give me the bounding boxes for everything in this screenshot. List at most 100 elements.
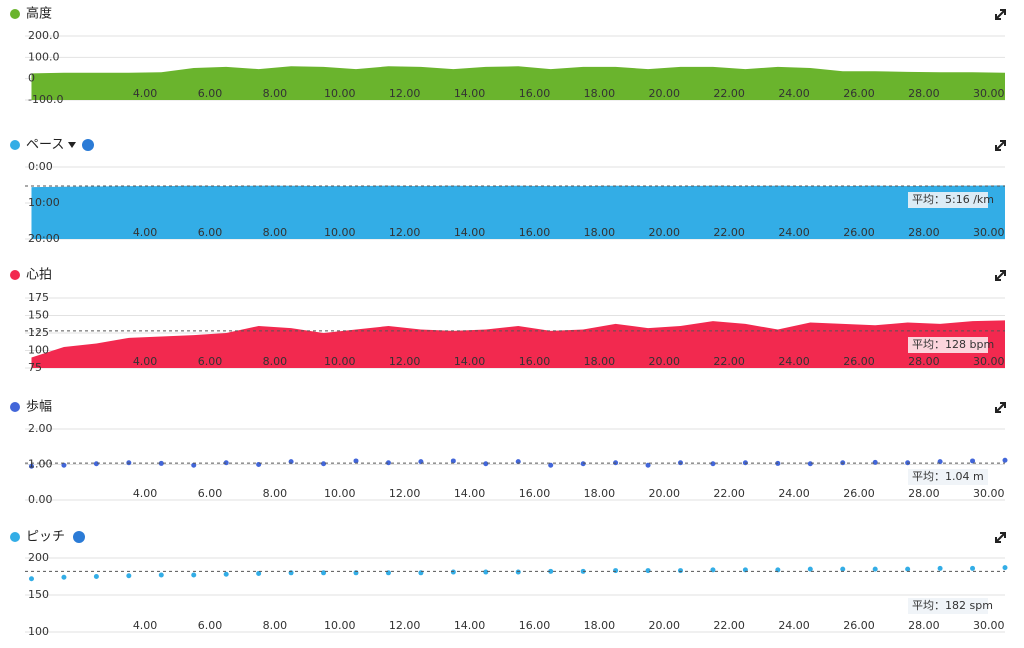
x-tick-label: 20.00: [649, 619, 681, 632]
average-label-bg: [908, 192, 988, 208]
y-tick-label: 150: [28, 309, 49, 322]
x-tick-label: 18.00: [584, 487, 616, 500]
x-tick-label: 6.00: [198, 619, 223, 632]
y-tick-label: 175: [28, 291, 49, 304]
x-tick-label: 14.00: [454, 487, 486, 500]
x-tick-label: 14.00: [454, 226, 486, 239]
x-tick-label: 16.00: [519, 87, 551, 100]
x-tick-label: 6.00: [198, 355, 223, 368]
point: [807, 566, 813, 572]
x-tick-label: 24.00: [778, 619, 810, 632]
x-tick-label: 10.00: [324, 355, 356, 368]
x-tick-label: 20.00: [649, 226, 681, 239]
x-tick-label: 22.00: [713, 355, 745, 368]
average-label-bg: [908, 598, 988, 614]
point: [93, 461, 99, 467]
point: [28, 463, 34, 469]
x-tick-label: 10.00: [324, 487, 356, 500]
x-tick-label: 12.00: [389, 226, 421, 239]
chart-title: ピッチ: [26, 530, 65, 545]
point: [158, 460, 164, 466]
x-tick-label: 6.00: [198, 87, 223, 100]
point: [970, 458, 976, 464]
point: [191, 462, 197, 468]
x-tick-label: 30.00: [973, 226, 1005, 239]
x-tick-label: 10.00: [324, 87, 356, 100]
average-label: 平均：128 bpm: [912, 338, 994, 351]
point: [645, 462, 651, 468]
x-tick-label: 30.00: [973, 87, 1005, 100]
average-label: 平均：5:16 /km: [912, 193, 994, 206]
x-tick-label: 6.00: [198, 226, 223, 239]
point: [28, 576, 34, 582]
help-icon[interactable]: [73, 531, 85, 543]
y-tick-label: 0: [28, 72, 35, 85]
x-tick-label: 12.00: [389, 87, 421, 100]
y-tick-label: 100: [28, 344, 49, 357]
point: [256, 571, 262, 577]
x-tick-label: 22.00: [713, 87, 745, 100]
point: [872, 566, 878, 572]
area: [31, 185, 1006, 239]
y-tick-label: 150: [28, 588, 49, 601]
x-tick-label: 12.00: [389, 355, 421, 368]
point: [677, 568, 683, 574]
point: [61, 462, 67, 468]
x-tick-label: 4.00: [133, 619, 158, 632]
x-tick-label: 4.00: [133, 87, 158, 100]
x-tick-label: 22.00: [713, 226, 745, 239]
point: [483, 569, 489, 575]
expand-icon[interactable]: [995, 270, 1006, 281]
expand-icon[interactable]: [995, 140, 1006, 151]
x-tick-label: 28.00: [908, 487, 940, 500]
chart-title: 歩幅: [26, 400, 52, 415]
y-tick-label: 125: [28, 326, 49, 339]
x-tick-label: 26.00: [843, 355, 875, 368]
x-tick-label: 4.00: [133, 355, 158, 368]
x-tick-label: 24.00: [778, 355, 810, 368]
help-icon[interactable]: [82, 139, 94, 151]
y-tick-label: 2.00: [28, 422, 53, 435]
expand-icon[interactable]: [995, 532, 1006, 543]
x-tick-label: 4.00: [133, 226, 158, 239]
point: [970, 565, 976, 571]
point: [450, 569, 456, 575]
x-tick-label: 28.00: [908, 87, 940, 100]
average-label-bg: [908, 337, 988, 353]
x-tick-label: 20.00: [649, 87, 681, 100]
y-tick-label: 0:00: [28, 160, 53, 173]
x-tick-label: 20.00: [649, 487, 681, 500]
x-tick-label: 28.00: [908, 355, 940, 368]
point: [840, 566, 846, 572]
x-tick-label: 20.00: [649, 355, 681, 368]
point: [548, 462, 554, 468]
x-tick-label: 22.00: [713, 487, 745, 500]
x-tick-label: 30.00: [973, 355, 1005, 368]
legend-dot: [10, 532, 20, 542]
point: [1002, 457, 1008, 463]
x-tick-label: 24.00: [778, 487, 810, 500]
y-tick-label: 200: [28, 551, 49, 564]
average-label: 平均：182 spm: [912, 599, 993, 612]
x-tick-label: 26.00: [843, 226, 875, 239]
point: [223, 571, 229, 577]
y-tick-label: 100: [28, 625, 49, 638]
point: [872, 459, 878, 465]
point: [905, 566, 911, 572]
x-tick-label: 28.00: [908, 619, 940, 632]
average-label: 平均：1.04 m: [912, 470, 984, 483]
point: [385, 460, 391, 466]
point: [580, 461, 586, 467]
area: [31, 320, 1006, 368]
x-tick-label: 14.00: [454, 619, 486, 632]
area: [31, 66, 1006, 100]
chart-title: 心拍: [26, 268, 52, 283]
x-tick-label: 18.00: [584, 87, 616, 100]
point: [321, 461, 327, 467]
expand-icon[interactable]: [995, 402, 1006, 413]
expand-icon[interactable]: [995, 9, 1006, 20]
x-tick-label: 18.00: [584, 619, 616, 632]
x-tick-label: 30.00: [973, 619, 1005, 632]
x-tick-label: 30.00: [973, 487, 1005, 500]
